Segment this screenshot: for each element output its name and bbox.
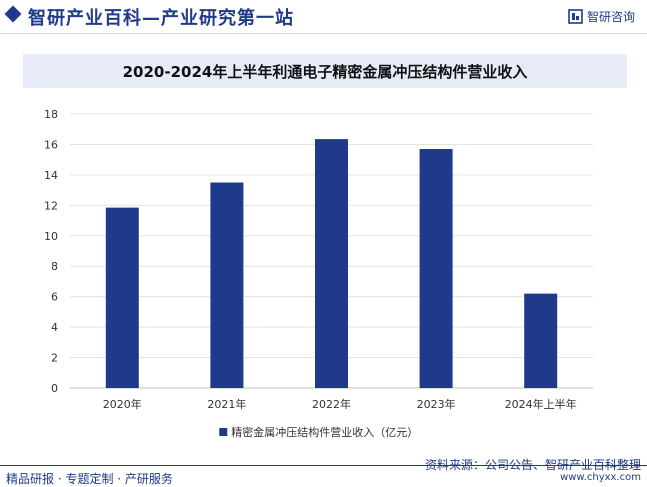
y-tick-label: 12 [44, 199, 58, 212]
brand[interactable]: 智研咨询 [568, 8, 635, 25]
x-tick-label: 2023年 [417, 397, 456, 411]
header-divider [0, 33, 647, 34]
brand-logo-icon [568, 9, 583, 24]
bar-chart: 0 2 4 6 8 10 12 14 16 18 2020年 2021年 2022年 2023年 2024年… [44, 108, 593, 439]
x-tick-label: 2021年 [207, 397, 246, 411]
footer-right: 资料来源：公司公告、智研产业百科整理 [425, 456, 641, 473]
bar [315, 139, 348, 388]
x-tick-label: 2024年上半年 [505, 397, 577, 411]
y-tick-label: 4 [51, 321, 58, 334]
chart-title-bar: 2020-2024年上半年利通电子精密金属冲压结构件营业收入 [23, 54, 627, 88]
header-bar: 智研产业百科—产业研究第一站 智研咨询 [0, 0, 647, 34]
chart-title: 2020-2024年上半年利通电子精密金属冲压结构件营业收入 [122, 62, 528, 81]
bar [524, 293, 558, 388]
site-title: 智研产业百科—产业研究第一站 [28, 8, 294, 29]
x-tick-label: 2020年 [103, 397, 142, 411]
y-tick-label: 10 [44, 230, 58, 243]
y-tick-label: 14 [44, 169, 58, 182]
y-tick-label: 8 [51, 260, 58, 273]
bar [210, 182, 244, 388]
footer-services: 精品研报 · 专题定制 · 产研服务 [6, 472, 173, 486]
footer-source: 资料来源：公司公告、智研产业百科整理 [424, 458, 641, 472]
bar [105, 207, 139, 388]
footer-url[interactable]: www.chyxx.com [560, 472, 641, 483]
legend-label: 精密金属冲压结构件营业收入（亿元） [231, 425, 418, 439]
brand-name: 智研咨询 [586, 10, 635, 24]
x-tick-label: 2022年 [312, 397, 351, 411]
legend-swatch [219, 428, 228, 436]
y-tick-label: 18 [44, 108, 58, 121]
y-tick-label: 2 [51, 352, 58, 365]
bar [419, 149, 453, 388]
footer-divider [0, 465, 647, 466]
y-tick-label: 0 [51, 382, 58, 395]
y-tick-label: 16 [44, 138, 58, 151]
y-tick-label: 6 [51, 291, 58, 304]
